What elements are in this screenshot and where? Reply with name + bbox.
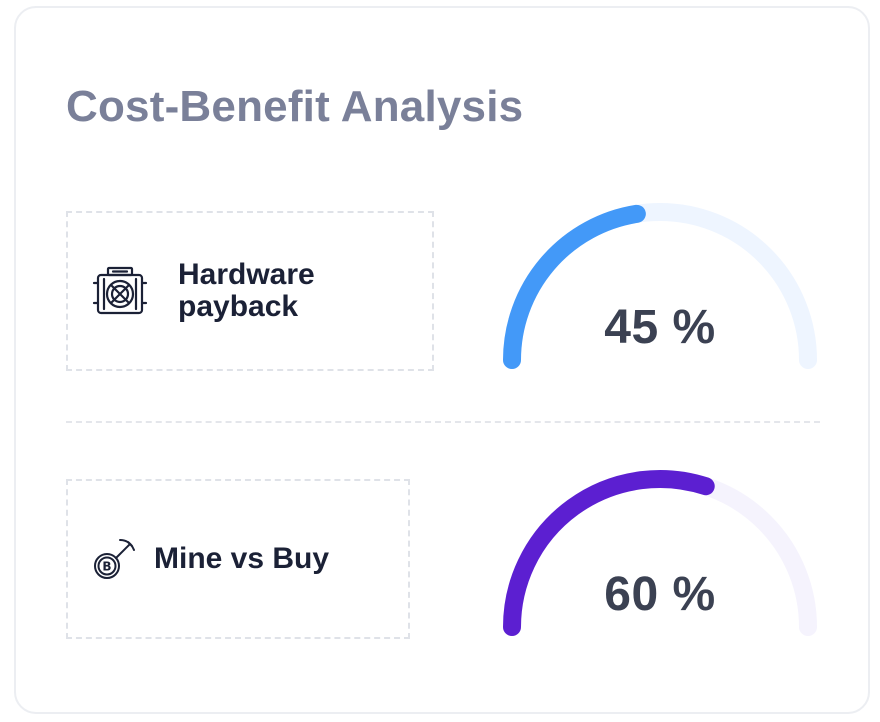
- svg-text:B: B: [102, 560, 111, 574]
- gauge-value: 45 %: [604, 301, 716, 354]
- gauge-value: 60 %: [604, 568, 716, 621]
- metric-label: Hardware payback: [178, 258, 315, 323]
- gauge-fill: [503, 470, 715, 636]
- metric-label-box-hardware-payback: Hardware payback: [66, 211, 434, 371]
- gauge-fill: [503, 204, 646, 369]
- bitcoin-pickaxe-icon: B: [92, 536, 138, 582]
- gauge-mine-vs-buy: 60 %: [480, 467, 840, 667]
- gauge-hardware-payback: 45 %: [480, 200, 840, 400]
- metric-label: Mine vs Buy: [154, 542, 330, 575]
- metric-label-box-mine-vs-buy: B Mine vs Buy: [66, 479, 410, 639]
- cost-benefit-card: [14, 6, 870, 714]
- asic-miner-icon: [92, 263, 148, 319]
- section-divider: [66, 421, 820, 423]
- card-title: Cost-Benefit Analysis: [66, 82, 524, 131]
